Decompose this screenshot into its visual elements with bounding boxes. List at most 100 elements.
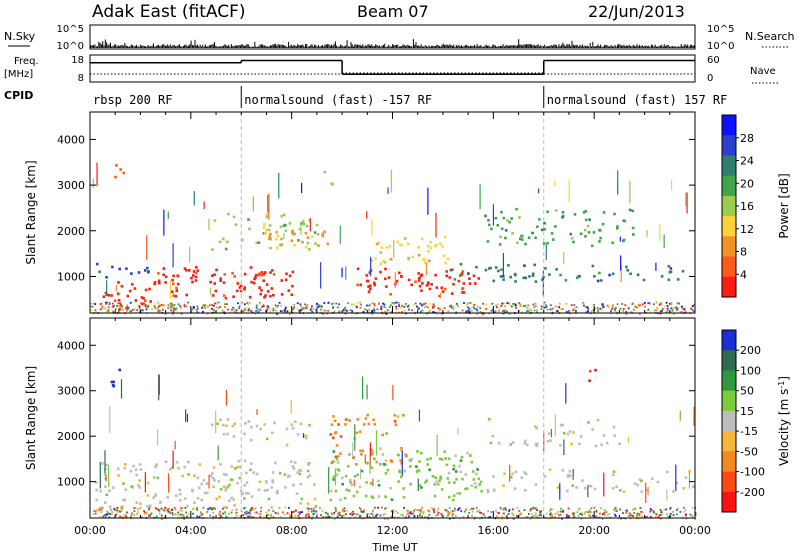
scatter-cell [669,311,672,313]
scatter-cell [490,227,493,231]
scatter-cell [504,305,506,308]
scatter-cell [502,216,506,220]
scatter-cell [672,514,675,516]
colorbar-segment [722,370,736,392]
scatter-cell [540,308,543,310]
scatter-cell [464,487,467,491]
scatter-cell [548,432,551,435]
scatter-cell [659,301,662,304]
scatter-cell [593,307,596,310]
scatter-cell [532,506,535,509]
scatter-cell [333,419,337,423]
scatter-cell [466,309,468,312]
scatter-cell [417,279,421,282]
scatter-cell [272,309,275,312]
scatter-cell [349,481,352,484]
scatter-cell [277,512,279,515]
scatter-cell [381,433,384,437]
scatter-cell [241,492,244,496]
scatter-cell [676,309,679,311]
scatter-cell [567,516,569,519]
scatter-cell [327,309,330,312]
scatter-cell [670,303,672,306]
scatter-cell [403,237,407,240]
scatter-cell [412,512,414,515]
scatter-cell [396,240,399,244]
scatter-cell [298,472,302,476]
scatter-cell [315,223,319,227]
scatter-cell [539,511,541,514]
scatter-cell [500,305,503,307]
scatter-cell [183,304,186,306]
scatter-cell [211,476,215,480]
scatter-cell [498,307,501,309]
scatter-cell [207,305,209,308]
colorbar-tick-label: 100 [740,364,761,377]
scatter-cell [578,507,581,510]
scatter-cell [592,231,596,234]
scatter-cell [129,301,132,304]
scatter-cell [421,515,424,518]
scatter-cell [578,275,581,278]
scatter-cell [173,304,176,306]
scatter-cell [310,510,313,513]
scatter-cell [299,511,302,513]
scatter-cell [269,246,272,250]
scatter-cell [445,510,448,513]
scatter-cell [272,307,275,310]
scatter-cell [389,487,392,490]
scatter-cell [419,509,422,512]
scatter-cell [110,380,114,384]
scatter-cell [336,306,339,309]
scatter-cell [508,302,510,305]
scatter-cell [311,235,314,238]
scatter-cell [122,171,126,175]
scatter-cell [666,307,669,310]
scatter-cell [174,508,177,511]
scatter-cell [603,514,606,516]
scatter-cell [466,306,469,308]
scatter-cell [280,279,284,282]
scatter-cell [631,226,635,230]
scatter-cell [532,306,535,308]
scatter-cell [561,517,563,520]
scatter-cell [153,476,156,479]
scatter-cell [146,266,149,270]
scatter-cell [306,241,310,245]
scatter-cell [325,516,328,519]
x-axis-title: Time UT [371,541,417,554]
scatter-cell [262,273,266,276]
scatter-cell [126,511,128,514]
scatter-cell [395,301,398,304]
scatter-cell [226,240,229,244]
scatter-cell [506,219,509,222]
scatter-cell [400,513,403,516]
scatter-cell [426,463,430,466]
scatter-cell [284,306,287,309]
scatter-cell [271,481,275,484]
scatter-cell [402,495,406,499]
scatter-cell [371,496,375,499]
scatter-cell [647,302,650,305]
scatter-cell [198,515,201,518]
scatter-cell [256,308,259,311]
scatter-cell [420,486,423,489]
scatter-cell [653,309,656,312]
scatter-cell [543,301,546,304]
scatter-cell [149,513,152,516]
scatter-cell [615,509,617,511]
scatter-cell [154,493,157,496]
scatter-cell [259,427,262,431]
scatter-cell [173,307,175,309]
scatter-cell [373,423,377,426]
scatter-cell [644,305,646,308]
x-tick-label: 04:00 [175,524,207,537]
scatter-cell [228,483,231,487]
scatter-cell [551,508,554,511]
scatter-cell [503,302,505,305]
scatter-cell [632,308,635,311]
scatter-cell [341,482,344,486]
scatter-cell [500,508,502,510]
